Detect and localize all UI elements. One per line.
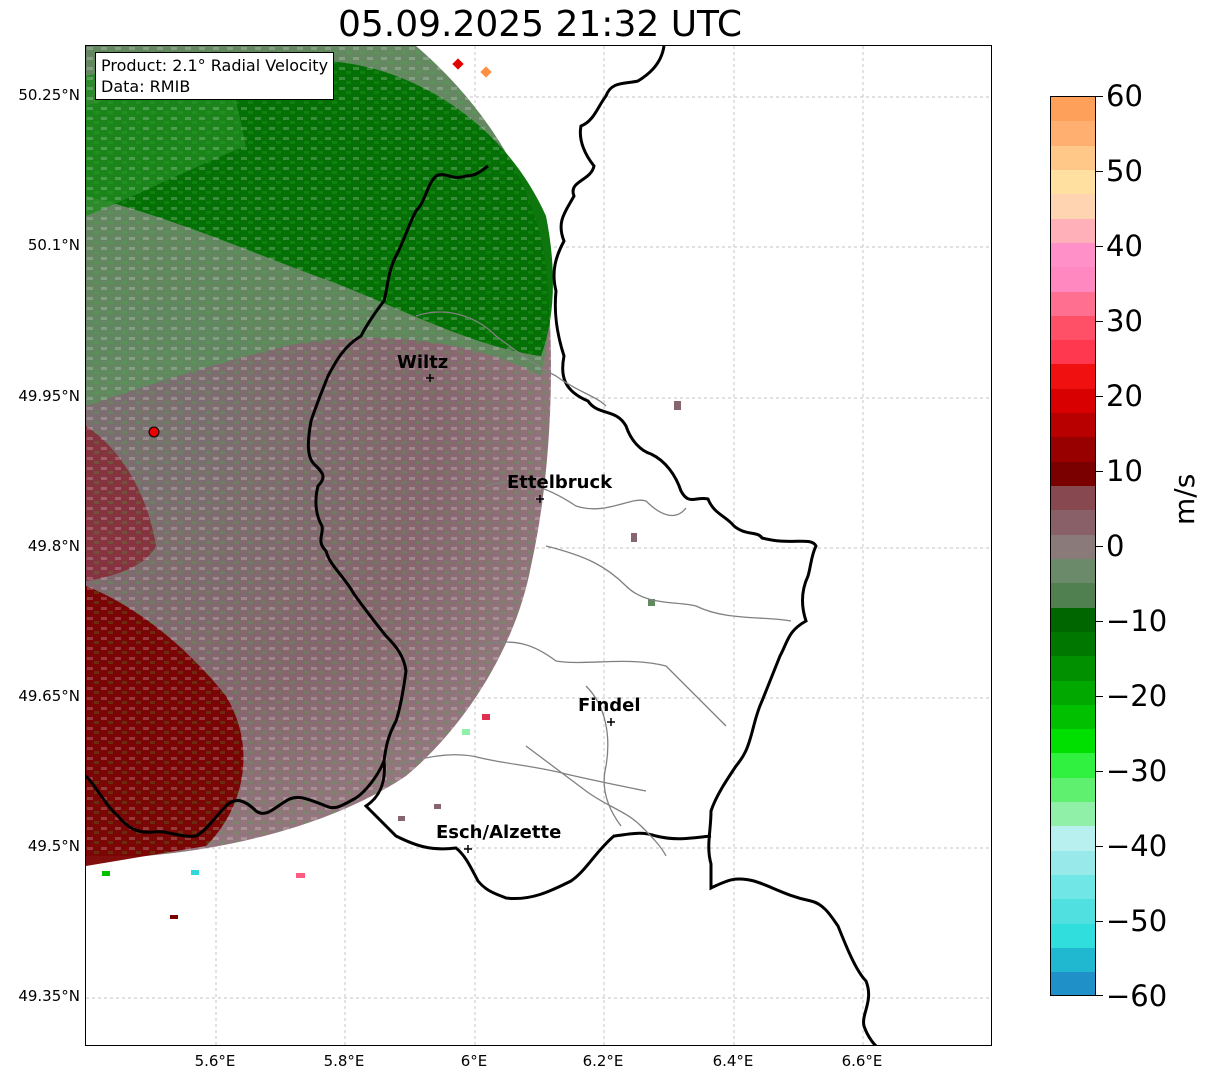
colorbar-swatch (1051, 413, 1095, 438)
colorbar-tick: −40 (1106, 829, 1168, 863)
colorbar-swatch (1051, 753, 1095, 778)
velocity-field (86, 46, 681, 919)
lat-tick-label: 49.95°N (18, 387, 80, 405)
colorbar-swatch (1051, 680, 1095, 705)
colorbar-swatch (1051, 826, 1095, 851)
colorbar-swatch (1051, 802, 1095, 827)
colorbar-swatch (1051, 486, 1095, 511)
city-label-findel: Findel (578, 695, 641, 716)
colorbar-swatch (1051, 704, 1095, 730)
national-border-south (363, 760, 712, 901)
colorbar-tick: 20 (1106, 379, 1143, 413)
lat-tick-label: 49.65°N (18, 687, 80, 705)
lon-tick-label: 6.2°E (582, 1052, 624, 1070)
colorbar-swatch (1051, 583, 1095, 608)
lat-tick-label: 49.8°N (27, 537, 80, 555)
lat-tick-label: 49.5°N (27, 837, 80, 855)
map-canvas (86, 46, 991, 1045)
colorbar-swatch (1051, 315, 1095, 341)
velocity-colorbar (1050, 96, 1096, 996)
colorbar-swatch (1051, 364, 1095, 389)
city-markers (426, 374, 615, 853)
colorbar-swatch (1051, 242, 1095, 268)
colorbar-swatch (1051, 437, 1095, 462)
lon-tick-label: 6.6°E (841, 1052, 883, 1070)
data-source-label: Data: RMIB (101, 77, 191, 96)
city-label-ettelbruck: Ettelbruck (507, 472, 613, 493)
colorbar-swatch (1051, 194, 1095, 219)
colorbar-swatch (1051, 121, 1095, 146)
colorbar-swatch (1051, 97, 1095, 122)
colorbar-swatch (1051, 607, 1095, 632)
colorbar-tick: −60 (1106, 979, 1168, 1013)
colorbar-swatch (1051, 388, 1095, 414)
colorbar-tick: 10 (1106, 454, 1143, 488)
lon-tick-label: 6°E (460, 1052, 488, 1070)
colorbar-swatch (1051, 461, 1095, 486)
colorbar-tick: −30 (1106, 754, 1168, 788)
colorbar-tick: 40 (1106, 229, 1143, 263)
colorbar-swatch (1051, 218, 1095, 243)
colorbar-swatch (1051, 850, 1095, 875)
radar-site-marker (148, 426, 160, 438)
colorbar-tick: 50 (1106, 154, 1143, 188)
national-border (552, 46, 878, 1045)
lon-tick-label: 5.6°E (194, 1052, 236, 1070)
colorbar-swatch (1051, 558, 1095, 584)
national-border-west (86, 164, 489, 838)
city-label-wiltz: Wiltz (397, 352, 449, 373)
lon-tick-label: 5.8°E (323, 1052, 365, 1070)
map-title: 05.09.2025 21:32 UTC (337, 4, 743, 45)
lat-tick-label: 50.1°N (27, 236, 80, 254)
colorbar-tick: −20 (1106, 679, 1168, 713)
colorbar-swatch (1051, 340, 1095, 365)
lon-tick-label: 6.4°E (712, 1052, 754, 1070)
radar-map[interactable] (85, 45, 992, 1046)
colorbar-tick: 60 (1106, 79, 1143, 113)
colorbar-swatch (1051, 899, 1095, 924)
colorbar-swatch (1051, 534, 1095, 559)
colorbar-tick: −10 (1106, 604, 1168, 638)
colorbar-swatch (1051, 631, 1095, 657)
colorbar-tick: 0 (1106, 529, 1125, 563)
colorbar-swatch (1051, 947, 1095, 973)
colorbar-swatch (1051, 145, 1095, 170)
colorbar-swatch (1051, 729, 1095, 754)
colorbar-swatch (1051, 656, 1095, 681)
product-label: Product: 2.1° Radial Velocity (101, 56, 329, 75)
colorbar-tick: −50 (1106, 904, 1168, 938)
colorbar-swatch (1051, 169, 1095, 195)
colorbar-tick: 30 (1106, 304, 1143, 338)
colorbar-swatch (1051, 777, 1095, 803)
colorbar-swatch (1051, 972, 1095, 995)
city-label-esch-alzette: Esch/Alzette (436, 822, 562, 843)
product-info-box: Product: 2.1° Radial Velocity Data: RMIB (95, 52, 335, 100)
colorbar-swatch (1051, 510, 1095, 535)
canton-boundaries (395, 311, 792, 857)
colorbar-unit-label: m/s (1168, 473, 1201, 525)
lat-tick-label: 49.35°N (18, 987, 80, 1005)
colorbar-swatch (1051, 875, 1095, 900)
colorbar-swatch (1051, 267, 1095, 292)
colorbar-swatch (1051, 923, 1095, 948)
colorbar-swatch (1051, 291, 1095, 316)
lat-tick-label: 50.25°N (18, 86, 80, 104)
